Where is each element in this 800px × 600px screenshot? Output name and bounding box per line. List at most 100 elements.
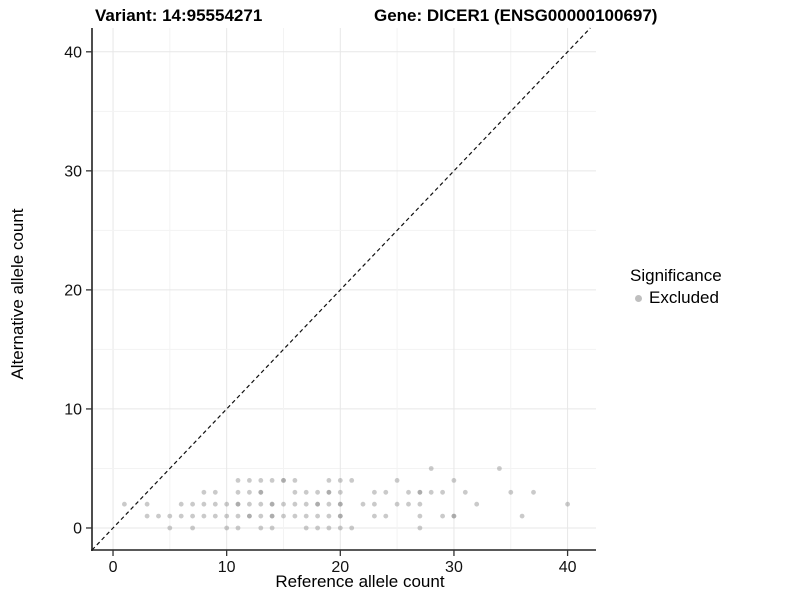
- data-point: [212, 501, 218, 507]
- legend-item-excluded: Excluded: [630, 288, 722, 308]
- data-point: [372, 489, 377, 495]
- data-point: [224, 525, 230, 531]
- y-axis-title: Alternative allele count: [8, 208, 27, 380]
- variant-title: Variant: 14:95554271: [95, 6, 263, 25]
- data-point: [212, 489, 218, 495]
- data-point: [315, 489, 320, 495]
- data-point: [258, 478, 264, 483]
- data-point: [258, 525, 264, 531]
- data-point: [531, 489, 536, 495]
- legend-title: Significance: [630, 266, 722, 285]
- data-point: [178, 513, 184, 519]
- x-tick-label: 0: [109, 559, 118, 576]
- data-point: [247, 501, 252, 507]
- data-point: [167, 513, 173, 519]
- legend: Significance Excluded: [630, 266, 722, 308]
- y-tick-label: 20: [64, 282, 82, 299]
- data-point: [269, 513, 275, 519]
- data-point: [428, 466, 434, 471]
- gene-title: Gene: DICER1 (ENSG00000100697): [374, 6, 658, 25]
- data-point: [462, 489, 468, 495]
- data-point: [235, 478, 241, 483]
- data-point: [201, 489, 207, 495]
- data-point: [235, 525, 241, 531]
- data-point: [474, 501, 480, 507]
- data-point: [269, 525, 275, 531]
- data-point: [144, 501, 150, 507]
- data-point: [235, 501, 241, 507]
- data-point: [394, 478, 400, 483]
- data-point: [122, 501, 127, 507]
- data-point: [258, 489, 264, 495]
- data-point: [383, 489, 389, 495]
- data-point: [428, 489, 434, 495]
- data-point: [383, 513, 389, 519]
- x-tick-label: 40: [559, 559, 577, 576]
- legend-item-label: Excluded: [649, 288, 719, 307]
- data-point: [178, 501, 184, 507]
- data-point: [417, 525, 423, 531]
- data-point: [212, 513, 218, 519]
- data-point: [281, 478, 286, 483]
- y-tick-label: 30: [64, 163, 82, 180]
- data-point: [406, 501, 411, 507]
- data-point: [292, 501, 298, 507]
- data-point: [269, 501, 275, 507]
- data-point: [303, 525, 309, 531]
- y-tick-label: 10: [64, 401, 82, 418]
- data-point: [508, 489, 514, 495]
- data-point: [417, 489, 423, 495]
- data-point: [337, 501, 343, 507]
- data-point: [349, 478, 355, 483]
- data-point: [451, 513, 457, 519]
- data-point: [326, 478, 332, 483]
- identity-dashed-line: [91, 27, 591, 551]
- data-point: [337, 478, 343, 483]
- data-points: [122, 466, 570, 531]
- data-point: [190, 513, 196, 519]
- data-point: [281, 478, 286, 483]
- data-point: [303, 501, 309, 507]
- data-point: [190, 501, 196, 507]
- data-point: [315, 501, 320, 507]
- data-point: [326, 525, 332, 531]
- data-point: [281, 501, 286, 507]
- data-point: [372, 501, 377, 507]
- data-point: [394, 501, 400, 507]
- data-point: [269, 513, 275, 519]
- data-point: [315, 501, 320, 507]
- data-point: [326, 501, 332, 507]
- data-point: [235, 513, 241, 519]
- data-point: [337, 489, 343, 495]
- data-point: [224, 513, 230, 519]
- data-point: [258, 489, 264, 495]
- data-point: [417, 513, 423, 519]
- data-point: [292, 489, 298, 495]
- data-point: [440, 513, 445, 519]
- data-point: [565, 501, 570, 507]
- data-point: [167, 525, 173, 531]
- data-point: [269, 501, 275, 507]
- data-point: [201, 513, 207, 519]
- data-point: [519, 513, 525, 519]
- x-tick-label: 30: [445, 559, 463, 576]
- data-point: [269, 478, 275, 483]
- data-point: [497, 466, 502, 471]
- data-point: [235, 489, 241, 495]
- data-point: [224, 501, 230, 507]
- data-point: [303, 513, 309, 519]
- data-point: [281, 513, 286, 519]
- data-point: [292, 478, 298, 483]
- data-point: [372, 513, 377, 519]
- data-point: [303, 489, 309, 495]
- data-point: [144, 513, 150, 519]
- x-axis-title: Reference allele count: [275, 572, 445, 591]
- data-point: [451, 478, 457, 483]
- data-point: [326, 489, 332, 495]
- data-point: [337, 525, 343, 531]
- data-point: [247, 513, 252, 519]
- data-point: [417, 501, 423, 507]
- excluded-point-icon: [635, 294, 642, 302]
